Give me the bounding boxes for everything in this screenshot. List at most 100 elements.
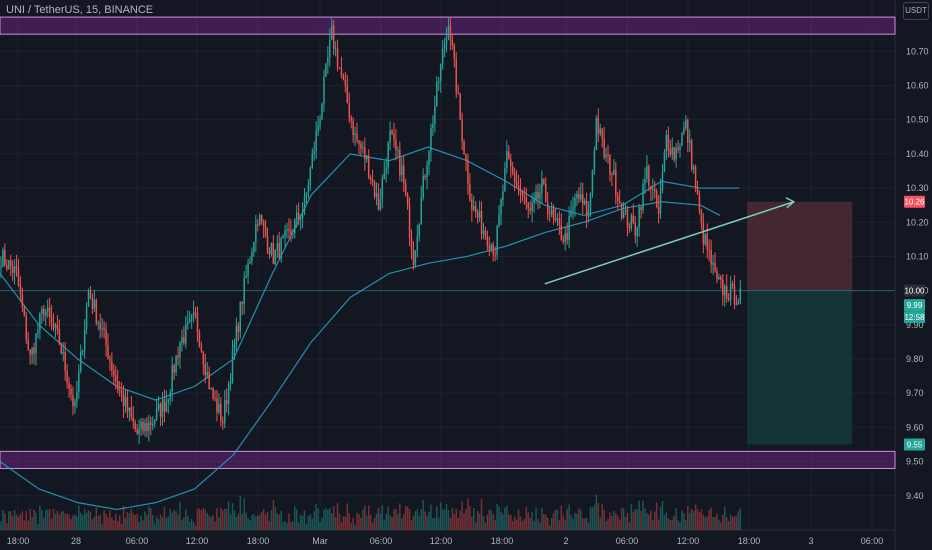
candle-body (268, 250, 271, 255)
currency-button[interactable]: USDT (903, 2, 929, 20)
volume-bar (280, 510, 282, 530)
candle-body (194, 312, 197, 314)
volume-bar (35, 512, 37, 530)
candle-body (523, 195, 526, 198)
volume-bar (525, 506, 528, 530)
candle-body (274, 250, 277, 265)
volume-bar (694, 504, 697, 530)
volume-bar (420, 509, 422, 530)
candle-body (576, 194, 578, 198)
candle-body (434, 106, 436, 124)
candle-body (175, 355, 177, 373)
candle-body (700, 211, 703, 223)
volume-bar (624, 517, 627, 530)
volume-bar (438, 517, 440, 530)
candle-body (562, 239, 565, 242)
candle-body (239, 301, 242, 332)
candle-body (39, 313, 41, 331)
candle-body (233, 343, 236, 351)
volume-bar (469, 505, 471, 530)
trendline-arrow (785, 197, 796, 209)
candle-body (447, 26, 450, 32)
volume-bar (364, 505, 366, 530)
candle-body (661, 171, 664, 191)
volume-bar (644, 508, 646, 530)
volume-bar (95, 507, 98, 530)
volume-bar (126, 511, 129, 530)
candle-body (196, 312, 199, 333)
volume-bar (739, 508, 742, 530)
volume-bar (729, 514, 732, 530)
volume-bar (371, 522, 374, 530)
candle-body (218, 403, 220, 413)
time-axis[interactable]: 18:00 28 06:00 12:00 18:00 Mar 06:00 12:00 18:00… (7, 536, 884, 546)
position-tool[interactable] (0, 201, 895, 445)
candle-body (461, 119, 463, 142)
volume-bar (74, 514, 76, 530)
volume-bar (714, 516, 716, 530)
volume-bar (243, 498, 245, 530)
volume-bar (52, 508, 55, 530)
x-tick-label: 12:00 (186, 536, 209, 546)
candle-body (548, 213, 551, 215)
candle-body (288, 229, 290, 231)
candle-body (508, 151, 510, 160)
candle-body (255, 224, 257, 242)
candle-body (696, 187, 699, 195)
candle-body (488, 246, 491, 250)
candle-body (509, 159, 512, 167)
volume-bar (597, 502, 600, 530)
volume-bar (665, 512, 668, 530)
candle-body (502, 191, 504, 200)
volume-bar (556, 509, 559, 530)
candle-body (583, 200, 586, 204)
volume-bar (636, 508, 638, 530)
candle-body (441, 49, 444, 64)
candle-body (648, 165, 650, 187)
candle-body (76, 392, 78, 402)
y-tick-label: 9.90 (906, 320, 924, 330)
volume-bar (251, 514, 253, 530)
volume-bar (297, 522, 300, 530)
x-tick-label: 06:00 (370, 536, 393, 546)
volume-bar (659, 506, 662, 530)
volume-bar (474, 522, 477, 530)
volume-bar (430, 504, 432, 530)
volume-bar (68, 514, 70, 530)
candle-body (568, 216, 570, 241)
candle-body (690, 140, 693, 170)
y-tick-label: 10.60 (906, 80, 929, 90)
candle-body (297, 212, 300, 219)
volume-bar (562, 515, 565, 530)
volume-bar (617, 515, 619, 530)
volume-bar (677, 520, 679, 530)
volume-bar (241, 513, 243, 530)
volume-bar (554, 509, 557, 530)
candle-body (163, 399, 166, 412)
candle-body (585, 200, 588, 217)
volume-bar (708, 509, 710, 530)
volume-bar (169, 508, 171, 530)
candle-body (109, 359, 111, 361)
volume-bar (391, 517, 393, 530)
candle-body (541, 178, 543, 193)
candle-body (87, 290, 90, 307)
volume-bar (727, 520, 730, 530)
volume-bar (735, 515, 738, 530)
volume-bar (321, 517, 323, 530)
volume-bar (387, 506, 389, 530)
volume-bar (500, 512, 502, 530)
volume-bar (85, 512, 88, 530)
trendline-drawing[interactable] (544, 197, 796, 285)
candle-body (611, 174, 613, 176)
y-tick-label: 10.70 (906, 46, 929, 56)
volume-bar (482, 516, 485, 530)
price-axis[interactable]: 10.70 10.60 10.50 10.40 10.30 10.20 10.10 10.00… (906, 46, 929, 501)
volume-bar (146, 515, 148, 530)
y-tick-label: 10.40 (906, 149, 929, 159)
candle-body (280, 238, 282, 259)
volume-bar (733, 516, 736, 530)
volume-bar (432, 518, 434, 530)
candle-body (739, 288, 742, 302)
